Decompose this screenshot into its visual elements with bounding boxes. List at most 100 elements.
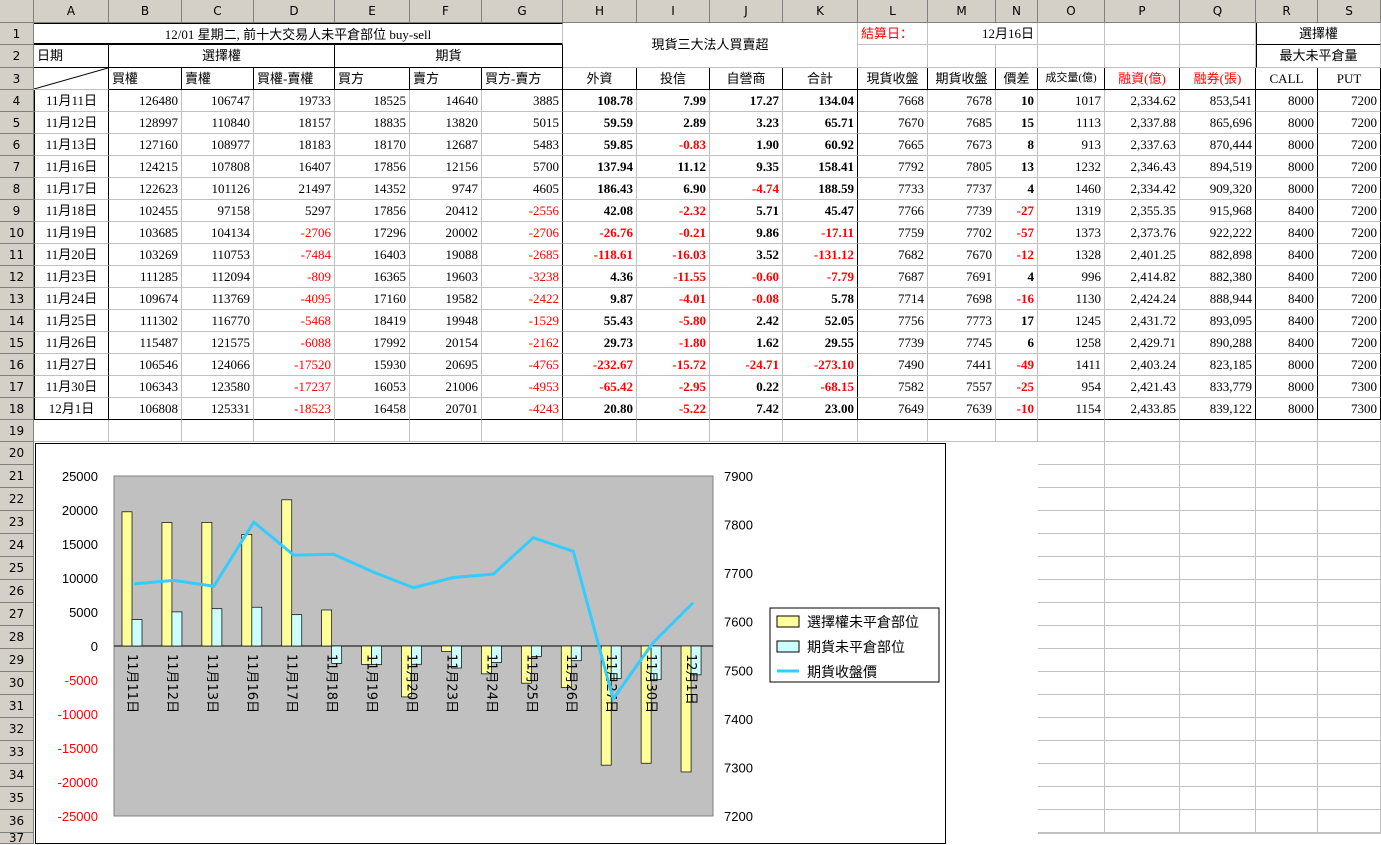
- empty-cell[interactable]: [1180, 810, 1256, 833]
- cell-o14[interactable]: 1245: [1038, 310, 1105, 332]
- empty-cell[interactable]: [1180, 603, 1256, 626]
- cell-h16[interactable]: -232.67: [563, 354, 637, 376]
- cell-k6[interactable]: 60.92: [783, 134, 858, 156]
- cell-q4[interactable]: 853,541: [1180, 90, 1256, 112]
- cell-c18[interactable]: 125331: [182, 398, 254, 420]
- cell-a10[interactable]: 11月19日: [34, 222, 109, 244]
- cell-q12[interactable]: 882,380: [1180, 266, 1256, 288]
- header-c[interactable]: 賣權: [182, 68, 254, 90]
- cell-k15[interactable]: 29.55: [783, 332, 858, 354]
- cell-a16[interactable]: 11月27日: [34, 354, 109, 376]
- empty-cell[interactable]: [1105, 603, 1180, 626]
- row-header-14[interactable]: 14: [0, 310, 34, 332]
- column-header-g[interactable]: G: [482, 0, 563, 23]
- cell-n6[interactable]: 8: [996, 134, 1038, 156]
- column-header-k[interactable]: K: [783, 0, 858, 23]
- empty-cell[interactable]: [1105, 695, 1180, 718]
- cell-h5[interactable]: 59.59: [563, 112, 637, 134]
- cell-a9[interactable]: 11月18日: [34, 200, 109, 222]
- cell-c9[interactable]: 97158: [182, 200, 254, 222]
- cell-p17[interactable]: 2,421.43: [1105, 376, 1180, 398]
- cell-o5[interactable]: 1113: [1038, 112, 1105, 134]
- empty-cell[interactable]: [1038, 488, 1105, 511]
- cell-p10[interactable]: 2,373.76: [1105, 222, 1180, 244]
- row-header-17[interactable]: 17: [0, 376, 34, 398]
- empty-cell[interactable]: [563, 420, 637, 442]
- empty-cell[interactable]: [1038, 420, 1105, 442]
- cell-j12[interactable]: -0.60: [710, 266, 783, 288]
- cell-q16[interactable]: 823,185: [1180, 354, 1256, 376]
- cell-o12[interactable]: 996: [1038, 266, 1105, 288]
- column-header-l[interactable]: L: [858, 0, 928, 23]
- cell-p18[interactable]: 2,433.85: [1105, 398, 1180, 420]
- cell-s8[interactable]: 7200: [1318, 178, 1381, 200]
- cell-f10[interactable]: 20002: [410, 222, 482, 244]
- cell-g13[interactable]: -2422: [482, 288, 563, 310]
- empty-cell[interactable]: [1180, 465, 1256, 488]
- cell-o13[interactable]: 1130: [1038, 288, 1105, 310]
- header-s[interactable]: PUT: [1318, 68, 1381, 90]
- cell-l13[interactable]: 7714: [858, 288, 928, 310]
- cell-i15[interactable]: -1.80: [637, 332, 710, 354]
- header-k[interactable]: 合計: [783, 68, 858, 90]
- cell-b15[interactable]: 115487: [109, 332, 182, 354]
- cell-m17[interactable]: 7557: [928, 376, 996, 398]
- cell-n11[interactable]: -12: [996, 244, 1038, 266]
- cell-n13[interactable]: -16: [996, 288, 1038, 310]
- cell-q11[interactable]: 882,898: [1180, 244, 1256, 266]
- cell-b8[interactable]: 122623: [109, 178, 182, 200]
- column-header-m[interactable]: M: [928, 0, 996, 23]
- empty-cell[interactable]: [1180, 695, 1256, 718]
- cell-e13[interactable]: 17160: [335, 288, 410, 310]
- cell-h14[interactable]: 55.43: [563, 310, 637, 332]
- empty-cell[interactable]: [1180, 626, 1256, 649]
- cell-d7[interactable]: 16407: [254, 156, 335, 178]
- cell-n9[interactable]: -27: [996, 200, 1038, 222]
- cell-a7[interactable]: 11月16日: [34, 156, 109, 178]
- cell-e16[interactable]: 15930: [335, 354, 410, 376]
- cell-s17[interactable]: 7300: [1318, 376, 1381, 398]
- empty-cell[interactable]: [1318, 695, 1381, 718]
- cell-r4[interactable]: 8000: [1256, 90, 1318, 112]
- empty-cell[interactable]: [1038, 45, 1105, 68]
- cell-f17[interactable]: 21006: [410, 376, 482, 398]
- cell-g17[interactable]: -4953: [482, 376, 563, 398]
- header-j[interactable]: 自營商: [710, 68, 783, 90]
- cell-n18[interactable]: -10: [996, 398, 1038, 420]
- row-header-27[interactable]: 27: [0, 603, 34, 626]
- cell-o7[interactable]: 1232: [1038, 156, 1105, 178]
- empty-cell[interactable]: [1038, 557, 1105, 580]
- cell-h11[interactable]: -118.61: [563, 244, 637, 266]
- empty-cell[interactable]: [1256, 420, 1318, 442]
- cell-c11[interactable]: 110753: [182, 244, 254, 266]
- cell-m10[interactable]: 7702: [928, 222, 996, 244]
- cell-s12[interactable]: 7200: [1318, 266, 1381, 288]
- empty-cell[interactable]: [1256, 488, 1318, 511]
- cell-m8[interactable]: 7737: [928, 178, 996, 200]
- empty-cell[interactable]: [1105, 420, 1180, 442]
- empty-cell[interactable]: [1256, 764, 1318, 787]
- empty-cell[interactable]: [928, 420, 996, 442]
- option-title[interactable]: 選擇權: [1256, 23, 1381, 45]
- column-header-s[interactable]: S: [1318, 0, 1381, 23]
- cell-j17[interactable]: 0.22: [710, 376, 783, 398]
- cell-c16[interactable]: 124066: [182, 354, 254, 376]
- empty-cell[interactable]: [1105, 810, 1180, 833]
- cell-r10[interactable]: 8400: [1256, 222, 1318, 244]
- cell-p16[interactable]: 2,403.24: [1105, 354, 1180, 376]
- cell-i6[interactable]: -0.83: [637, 134, 710, 156]
- option-subtitle[interactable]: 最大未平倉量: [1256, 45, 1381, 68]
- cell-b12[interactable]: 111285: [109, 266, 182, 288]
- column-header-n[interactable]: N: [996, 0, 1038, 23]
- header-g[interactable]: 買方-賣方: [482, 68, 563, 90]
- cell-j7[interactable]: 9.35: [710, 156, 783, 178]
- cell-h10[interactable]: -26.76: [563, 222, 637, 244]
- cell-l11[interactable]: 7682: [858, 244, 928, 266]
- row-header-13[interactable]: 13: [0, 288, 34, 310]
- empty-cell[interactable]: [482, 420, 563, 442]
- cell-k18[interactable]: 23.00: [783, 398, 858, 420]
- header-b[interactable]: 買權: [109, 68, 182, 90]
- empty-cell[interactable]: [858, 45, 928, 68]
- cell-n7[interactable]: 13: [996, 156, 1038, 178]
- header-n[interactable]: 價差: [996, 68, 1038, 90]
